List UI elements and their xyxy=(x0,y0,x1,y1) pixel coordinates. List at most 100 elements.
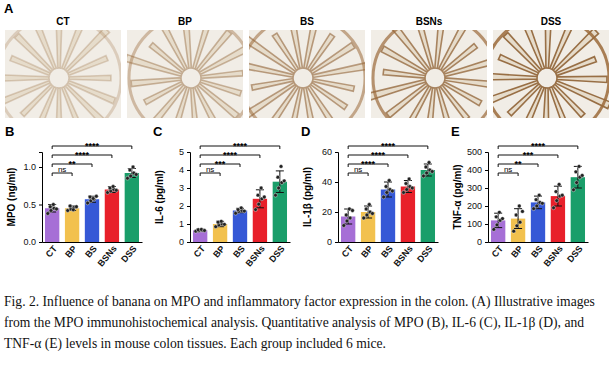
y-tick: 1 xyxy=(179,219,190,229)
plot-marks xyxy=(341,161,435,242)
data-point xyxy=(424,165,428,169)
tissue-fold xyxy=(313,62,365,77)
data-point xyxy=(410,186,414,190)
y-tick-mark xyxy=(335,182,338,183)
data-point xyxy=(254,208,258,212)
y-tick-label: 0 xyxy=(179,237,184,247)
chart: C012345CTBPBSBSNsDSSIL-6 (pg/ml)ns******… xyxy=(153,124,291,268)
tissue-fold xyxy=(56,88,62,118)
y-tick-label: 0.5 xyxy=(23,200,36,210)
y-tick-mark xyxy=(187,242,190,243)
y-tick-label: 2 xyxy=(179,201,184,211)
data-point xyxy=(276,175,280,179)
x-tick-label: DSS xyxy=(565,244,585,265)
y-tick-label: 200 xyxy=(467,201,482,211)
x-tick-label: BS xyxy=(83,244,99,260)
x-tick: DSS xyxy=(119,244,139,265)
x-tick: BSNs xyxy=(542,244,565,269)
tissue-fold xyxy=(5,81,50,104)
data-point xyxy=(521,210,525,214)
data-point xyxy=(259,186,263,190)
bar xyxy=(105,190,119,243)
data-point xyxy=(134,173,138,177)
y-tick-mark xyxy=(39,205,42,206)
chart: E0100200300400500CTBPBSBSNsDSSTNF-α (pg/… xyxy=(451,124,589,268)
tissue-fold xyxy=(251,79,293,91)
tissue-fold xyxy=(519,30,545,69)
y-tick-mark xyxy=(187,206,190,207)
bar xyxy=(401,187,415,243)
y-tick: 3 xyxy=(179,183,190,193)
data-point xyxy=(497,210,501,214)
data-point xyxy=(537,193,541,197)
panel-label: A xyxy=(4,1,14,16)
data-point xyxy=(557,183,561,187)
x-tick-label: BSNs xyxy=(392,244,415,269)
data-point xyxy=(384,185,388,189)
data-point xyxy=(345,219,349,223)
error-bar xyxy=(256,190,264,208)
significance-label: **** xyxy=(381,141,396,151)
data-point xyxy=(242,209,246,213)
bar xyxy=(45,208,59,242)
y-tick: 0.5 xyxy=(23,200,42,210)
data-point xyxy=(552,206,556,210)
data-point xyxy=(75,205,79,209)
data-point xyxy=(371,212,375,216)
x-axis-line xyxy=(43,242,143,243)
panel-label: D xyxy=(301,124,310,139)
y-axis-title: IL-1β (pg/ml) xyxy=(302,167,313,227)
plot-marks xyxy=(193,165,287,243)
significance-label: *** xyxy=(523,150,534,160)
x-tick: BP xyxy=(63,244,79,260)
tissue-fold xyxy=(557,76,607,82)
x-tick: BS xyxy=(231,244,247,260)
error-bar xyxy=(494,213,502,227)
significance-label: ns xyxy=(206,165,214,174)
y-tick: 0 xyxy=(477,237,488,247)
y-tick-label: 4 xyxy=(179,165,184,175)
y-tick-label: 3 xyxy=(179,183,184,193)
data-point xyxy=(203,229,207,233)
error-bar xyxy=(384,182,392,197)
data-point xyxy=(560,193,564,197)
y-axis-title: MPO (ng/ml) xyxy=(6,168,17,227)
data-point xyxy=(282,179,286,183)
tissue-edge xyxy=(129,30,243,118)
bar xyxy=(65,208,79,242)
data-point xyxy=(364,207,368,211)
data-point xyxy=(402,191,406,195)
y-axis: 0.00.51.0 xyxy=(23,153,42,248)
data-point xyxy=(362,216,366,220)
x-tick: BS xyxy=(379,244,395,260)
data-point xyxy=(114,188,118,192)
significance-label: ** xyxy=(515,159,523,169)
y-tick-mark xyxy=(335,212,338,213)
y-tick-label: 0 xyxy=(477,237,482,247)
significance-label: **** xyxy=(223,150,238,160)
bar xyxy=(233,211,247,243)
tissue-fold xyxy=(5,74,49,81)
data-point xyxy=(55,207,59,211)
data-point xyxy=(128,168,132,172)
tissue-fold xyxy=(444,59,487,77)
tissue-fold xyxy=(181,30,191,68)
significance-label: **** xyxy=(75,150,90,160)
bar xyxy=(341,217,355,243)
image-background xyxy=(371,30,487,118)
tissue-fold xyxy=(199,43,243,74)
x-axis: CTBPBSBSNsDSS xyxy=(191,243,291,269)
tissue-fold xyxy=(68,56,108,76)
y-tick-mark xyxy=(187,170,190,171)
y-tick: 300 xyxy=(467,183,488,193)
y-tick: 40 xyxy=(322,177,338,187)
chart: B0.00.51.0CTBPBSBSNsDSSMPO (ng/ml)ns****… xyxy=(5,124,143,268)
panel-label: C xyxy=(153,124,163,139)
data-point xyxy=(129,174,133,178)
data-point xyxy=(554,190,558,194)
significance-label: ns xyxy=(504,165,512,174)
y-tick: 500 xyxy=(467,147,488,157)
bar xyxy=(511,219,525,242)
data-point xyxy=(351,209,355,213)
bar xyxy=(491,220,505,242)
